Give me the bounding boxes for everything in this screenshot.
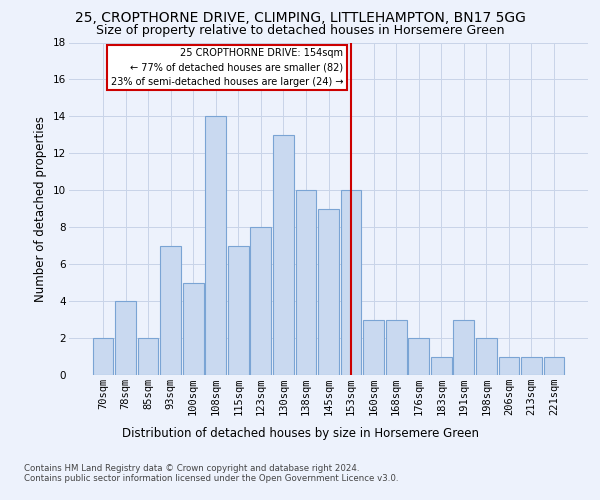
Text: Contains HM Land Registry data © Crown copyright and database right 2024.
Contai: Contains HM Land Registry data © Crown c… <box>24 464 398 483</box>
Bar <box>115 301 136 375</box>
Text: Size of property relative to detached houses in Horsemere Green: Size of property relative to detached ho… <box>96 24 504 37</box>
Bar <box>476 338 497 375</box>
Bar <box>296 190 316 375</box>
Bar <box>273 135 294 375</box>
Bar <box>409 338 429 375</box>
Text: 25 CROPTHORNE DRIVE: 154sqm
← 77% of detached houses are smaller (82)
23% of sem: 25 CROPTHORNE DRIVE: 154sqm ← 77% of det… <box>110 48 343 87</box>
Bar <box>205 116 226 375</box>
Text: Distribution of detached houses by size in Horsemere Green: Distribution of detached houses by size … <box>121 428 479 440</box>
Bar <box>363 320 384 375</box>
Bar <box>521 356 542 375</box>
Bar <box>454 320 474 375</box>
Bar <box>386 320 407 375</box>
Bar <box>544 356 565 375</box>
Bar <box>137 338 158 375</box>
Bar <box>341 190 361 375</box>
Bar <box>183 282 203 375</box>
Bar <box>431 356 452 375</box>
Bar <box>318 209 339 375</box>
Bar <box>499 356 520 375</box>
Bar <box>92 338 113 375</box>
Y-axis label: Number of detached properties: Number of detached properties <box>34 116 47 302</box>
Text: 25, CROPTHORNE DRIVE, CLIMPING, LITTLEHAMPTON, BN17 5GG: 25, CROPTHORNE DRIVE, CLIMPING, LITTLEHA… <box>74 11 526 25</box>
Bar <box>250 227 271 375</box>
Bar <box>228 246 248 375</box>
Bar <box>160 246 181 375</box>
